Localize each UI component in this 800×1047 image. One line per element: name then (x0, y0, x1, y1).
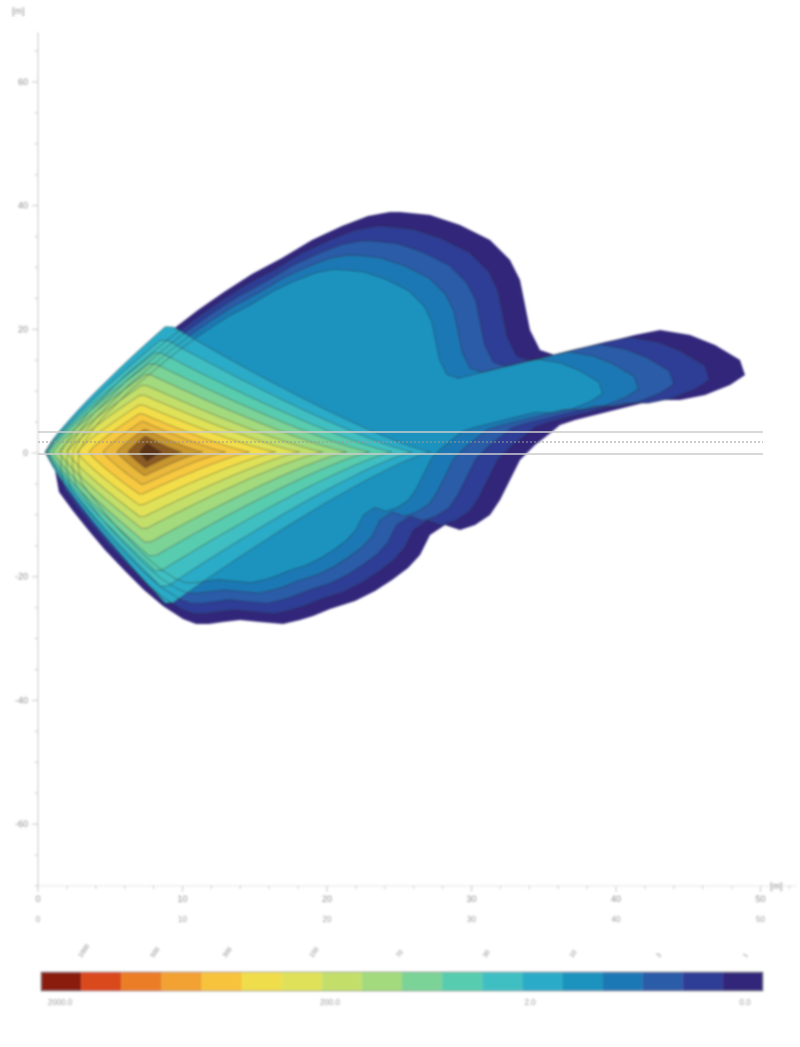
svg-text:0.0: 0.0 (739, 998, 751, 1007)
svg-text:50: 50 (755, 894, 765, 904)
svg-text:10: 10 (177, 894, 187, 904)
svg-text:40: 40 (611, 894, 621, 904)
svg-text:20: 20 (323, 915, 332, 924)
svg-text:[m]: [m] (770, 881, 783, 891)
svg-text:-40: -40 (15, 695, 28, 705)
svg-text:0: 0 (35, 894, 40, 904)
svg-text:50: 50 (756, 915, 765, 924)
svg-text:10: 10 (178, 915, 187, 924)
svg-text:30: 30 (466, 894, 476, 904)
svg-text:2.0: 2.0 (524, 998, 536, 1007)
svg-text:0: 0 (23, 448, 28, 458)
svg-text:-20: -20 (15, 572, 28, 582)
svg-text:2000.0: 2000.0 (48, 998, 73, 1007)
svg-text:-60: -60 (15, 819, 28, 829)
svg-text:20: 20 (18, 324, 28, 334)
svg-text:60: 60 (18, 77, 28, 87)
svg-text:40: 40 (612, 915, 621, 924)
svg-text:30: 30 (467, 915, 476, 924)
svg-text:40: 40 (18, 201, 28, 211)
svg-text:0: 0 (36, 915, 41, 924)
svg-text:[m]: [m] (12, 6, 25, 16)
svg-text:200.0: 200.0 (320, 998, 341, 1007)
svg-text:20: 20 (322, 894, 332, 904)
